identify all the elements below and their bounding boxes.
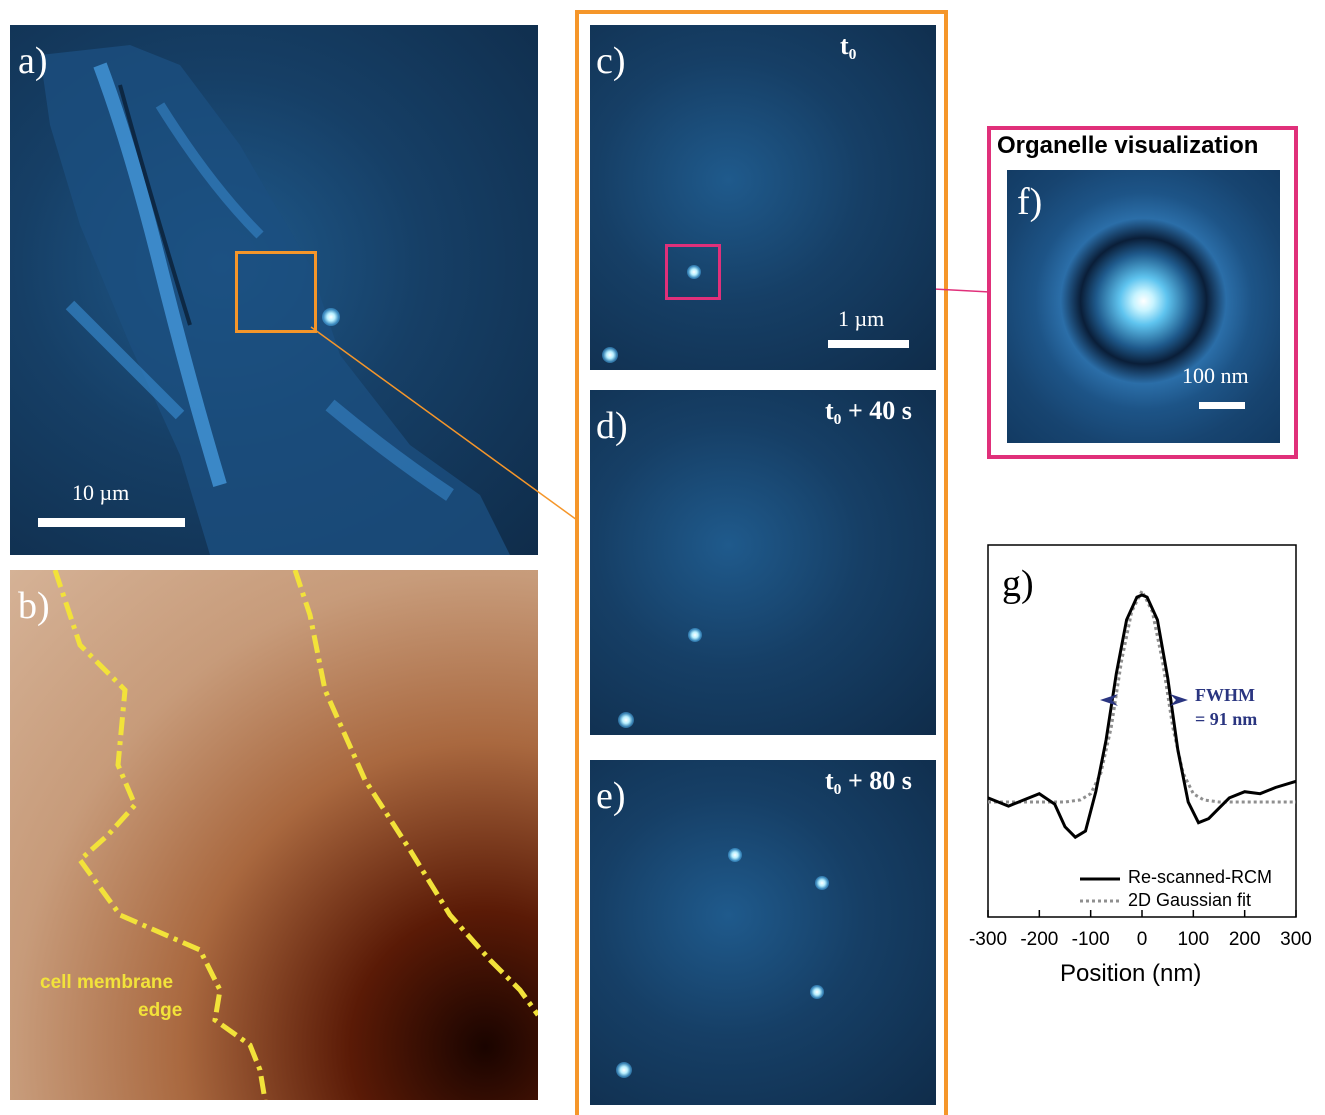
- panel-a-letter: a): [18, 40, 48, 82]
- panel-c-image: c) t₀ 1 µm: [590, 25, 936, 370]
- panel-f-scale-bar: [1199, 402, 1245, 409]
- gaussian-fit-line: [988, 587, 1296, 804]
- panel-c-scale-label: 1 µm: [838, 306, 885, 331]
- panel-g-letter: g): [1002, 563, 1034, 605]
- x-tick-label: 200: [1229, 929, 1261, 950]
- panel-c-letter: c): [596, 40, 626, 82]
- x-tick-label: -300: [969, 929, 1007, 950]
- panel-c-scale-bar: [828, 340, 909, 348]
- panel-g-plot: -300 -200 -100 0 100 200 300: [969, 544, 1312, 950]
- panel-f-frame: Organelle visualization f) 100 nm: [987, 126, 1298, 459]
- panel-d-letter: d): [596, 405, 628, 447]
- panel-c-organelle: [687, 265, 701, 279]
- x-tick-label: -200: [1020, 929, 1058, 950]
- panel-a-zoom-box: [235, 251, 317, 333]
- panel-e-time: t₀ + 80 s: [825, 766, 912, 795]
- panel-e-image: e) t₀ + 80 s: [590, 760, 936, 1105]
- panel-f-image: f) 100 nm: [1007, 170, 1280, 443]
- panel-b-image: b) cell membrane edge: [10, 570, 538, 1100]
- panel-e-letter: e): [596, 775, 626, 817]
- panel-b-letter: b): [18, 585, 50, 627]
- fwhm-arrow-left: [1100, 694, 1118, 706]
- time-series-frame: [575, 10, 948, 1115]
- legend-label-fit: 2D Gaussian fit: [1128, 890, 1252, 910]
- panel-e-spot-1: [728, 848, 742, 862]
- panel-d-spot-1: [688, 628, 702, 642]
- panel-c-magenta-box: [665, 244, 721, 300]
- panel-g-chart: -300 -200 -100 0 100 200 300 g) FWHM = 91 nm R…: [960, 540, 1320, 1000]
- panel-d-time: t₀ + 40 s: [825, 396, 912, 425]
- x-axis-label: Position (nm): [1060, 960, 1202, 987]
- panel-a-bright-spot: [322, 308, 340, 326]
- panel-a-scale-label: 10 µm: [72, 480, 130, 505]
- panel-a-image: a) 10 µm: [10, 25, 538, 555]
- panel-d-spot-2: [618, 712, 634, 728]
- panel-e-spot-4: [616, 1062, 632, 1078]
- legend-label-rcm: Re-scanned-RCM: [1128, 867, 1273, 887]
- panel-c-bright-spot: [602, 347, 618, 363]
- panel-e-spot-3: [810, 985, 824, 999]
- panel-f-title: Organelle visualization: [997, 132, 1259, 159]
- panel-a-scale-bar: [38, 518, 185, 527]
- panel-b-membrane-lines: [52, 570, 538, 1100]
- x-tick-label: 0: [1137, 929, 1148, 950]
- panel-c-time: t₀: [840, 31, 857, 60]
- plot-frame: [987, 544, 1297, 918]
- x-tick-label: -100: [1072, 929, 1110, 950]
- fwhm-arrow-right: [1170, 694, 1188, 706]
- fwhm-label-line2: = 91 nm: [1195, 709, 1258, 729]
- panel-f-scale-label: 100 nm: [1182, 363, 1249, 388]
- panel-e-spot-2: [815, 876, 829, 890]
- panel-f-letter: f): [1017, 181, 1043, 223]
- panel-b-annotation-line1: cell membrane: [40, 972, 174, 993]
- rcm-data-line: [987, 593, 1297, 840]
- x-tick-label: 300: [1280, 929, 1312, 950]
- fwhm-label-line1: FWHM: [1195, 685, 1255, 705]
- panel-b-annotation-line2: edge: [138, 1000, 183, 1021]
- x-tick-label: 100: [1177, 929, 1209, 950]
- panel-d-image: d) t₀ + 40 s: [590, 390, 936, 735]
